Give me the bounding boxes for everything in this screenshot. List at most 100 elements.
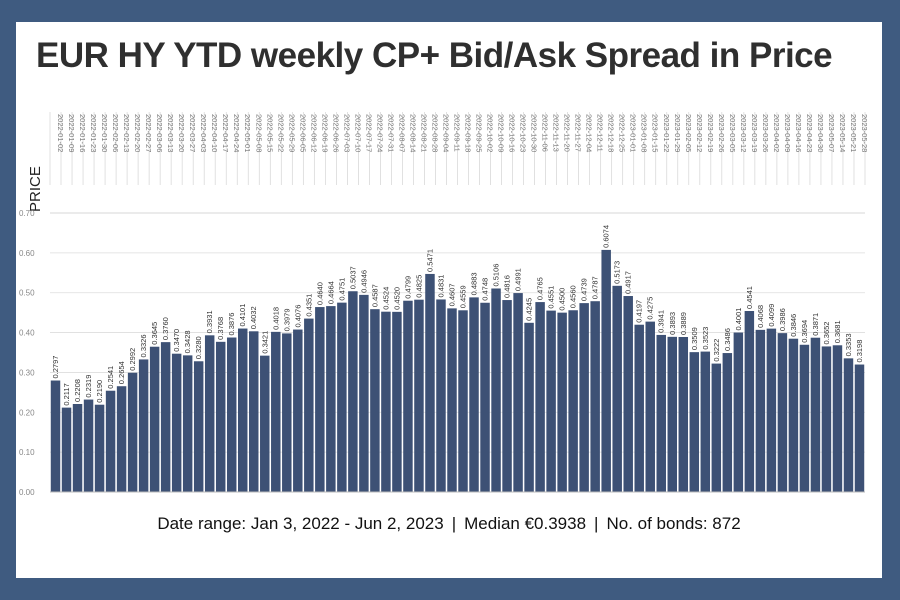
bar-value-label: 0.4001 [734,308,743,331]
bar-value-label: 0.4275 [646,297,655,320]
y-tick-label: 0.20 [19,408,35,417]
x-tick-label: 2023-01-22 [662,114,671,152]
bar-value-label: 0.4787 [591,276,600,299]
x-tick-label: 2022-11-06 [541,114,550,152]
bar-value-label: 0.3979 [282,308,291,331]
x-tick-label: 2022-02-20 [133,114,142,152]
x-tick-label: 2022-07-24 [375,114,384,152]
x-tick-label: 2022-10-16 [508,114,517,152]
bar [414,299,424,492]
bar-value-label: 0.3486 [723,328,732,351]
bar-value-label: 0.4524 [381,287,390,310]
x-tick-label: 2022-05-22 [276,114,285,152]
median-text: Median €0.3938 [464,514,587,533]
bar [568,310,578,492]
bar [204,335,215,492]
x-tick-label: 2023-04-23 [805,114,814,152]
bar-value-label: 0.4520 [392,287,401,310]
y-axis-title: PRICE [27,166,44,212]
bar [315,307,325,492]
bar [226,337,237,492]
bar-value-label: 0.4068 [756,305,765,328]
bar [777,333,788,492]
x-tick-label: 2023-01-15 [651,114,660,152]
x-tick-label: 2022-06-12 [309,114,318,152]
x-tick-label: 2022-12-04 [585,114,594,152]
bar [491,288,501,492]
bar-value-label: 0.3681 [833,320,842,343]
x-tick-label: 2022-06-19 [320,114,329,152]
x-tick-label: 2022-03-06 [155,114,164,152]
x-tick-label: 2022-01-30 [100,114,109,152]
bar [711,363,722,492]
x-tick-label: 2022-07-10 [353,114,362,152]
y-tick-label: 0.10 [19,448,35,457]
x-tick-label: 2023-03-05 [728,114,737,152]
bar-value-label: 0.5106 [492,264,501,287]
bar-value-label: 0.4018 [271,307,280,330]
x-tick-label: 2023-04-02 [772,114,781,152]
y-tick-label: 0.00 [19,488,35,497]
x-tick-label: 2022-08-07 [397,114,406,152]
bar-value-label: 0.4559 [459,285,468,308]
bar-value-label: 0.3694 [800,320,809,343]
bar-value-label: 0.2797 [51,356,60,379]
x-tick-label: 2022-07-03 [342,114,351,152]
bar-value-label: 0.3846 [789,314,798,337]
x-tick-label: 2022-05-08 [254,114,263,152]
bar-value-label: 0.4351 [304,294,313,317]
x-tick-label: 2022-09-25 [475,114,484,152]
bar-value-label: 0.3353 [844,333,853,356]
x-tick-label: 2022-05-29 [287,114,296,152]
bar [182,355,193,492]
bar [160,342,171,492]
bar-value-label: 0.4587 [370,284,379,307]
x-tick-label: 2023-02-26 [717,114,726,152]
bar-value-label: 0.3645 [150,322,159,345]
x-tick-label: 2022-10-09 [497,114,506,152]
bar-value-label: 0.2208 [73,379,82,402]
bar [260,355,270,492]
x-tick-label: 2022-03-27 [188,114,197,152]
x-tick-label: 2022-01-09 [67,114,76,152]
bar-value-label: 0.5037 [348,266,357,289]
bar-value-label: 0.3893 [668,312,677,335]
bar [50,380,61,492]
bar [304,318,314,492]
x-tick-label: 2023-03-12 [739,114,748,152]
bar [458,310,468,492]
x-tick-label: 2023-01-08 [640,114,649,152]
bar [557,312,567,492]
bar-value-label: 0.3889 [679,312,688,335]
bar [700,351,711,492]
bar [469,297,479,492]
bar-value-label: 0.4664 [326,281,335,304]
bar-value-label: 0.3941 [657,310,666,333]
bar-value-label: 0.3986 [778,308,787,331]
bar-value-label: 0.2117 [62,383,71,405]
bar-value-label: 0.4551 [547,286,556,309]
footer-separator: | [451,514,457,533]
x-tick-label: 2022-01-16 [78,114,87,152]
bar [590,301,600,492]
bar-value-label: 0.4883 [470,272,479,295]
bar-value-label: 0.3652 [822,321,831,344]
bar [524,322,534,492]
x-tick-label: 2022-01-23 [89,114,98,152]
bar-value-label: 0.2541 [106,366,115,389]
bar-value-label: 0.4917 [624,271,633,294]
x-tick-label: 2022-11-13 [552,114,561,152]
date-range-text: Date range: Jan 3, 2022 - Jun 2, 2023 [157,514,444,533]
bar [293,329,303,492]
bond-count-text: No. of bonds: 872 [606,514,741,533]
bar [348,291,358,492]
bar-value-label: 0.3198 [855,340,864,363]
chart-title: EUR HY YTD weekly CP+ Bid/Ask Spread in … [36,36,833,75]
bar-value-label: 0.3509 [690,327,699,350]
bar-value-label: 0.4640 [315,282,324,305]
bar-value-label: 0.6074 [602,225,611,248]
bar-value-label: 0.4991 [514,268,523,291]
chart-footer: Date range: Jan 3, 2022 - Jun 2, 2023 | Me… [16,514,882,534]
bar-value-label: 0.4099 [767,304,776,327]
x-tick-label: 2022-02-06 [111,114,120,152]
